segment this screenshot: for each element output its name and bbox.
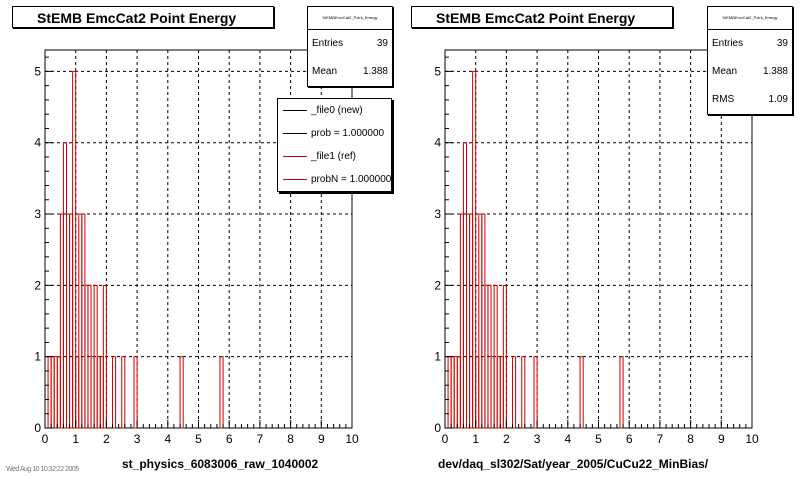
right-rms-value: 1.09 [768, 94, 788, 105]
right-x-tick-label-3: 3 [534, 432, 541, 446]
left-y-tick-label-1: 1 [34, 350, 41, 364]
right-bar-0-18 [502, 284, 507, 429]
left-x-tick-label-0: 0 [42, 432, 49, 446]
right-y-tick-label-1: 1 [434, 350, 441, 364]
right-x-tick-label-8: 8 [687, 432, 694, 446]
left-stats-mean-row: Mean 1.388 [308, 58, 392, 86]
legend-swatch-prob [283, 133, 307, 134]
left-legend: _file0 (new) prob = 1.000000 _file1 (ref… [277, 98, 392, 192]
right-stats-title: StEMBEmcCat2_Point_Energy [708, 7, 792, 30]
legend-label-probn: probN = 1.000000 [311, 174, 392, 185]
right-y-tick-label-0: 0 [434, 421, 441, 435]
left-bar-0-19 [112, 356, 117, 429]
left-bar-0-21 [133, 356, 138, 429]
legend-swatch-probn [283, 179, 307, 180]
left-x-tick-label-3: 3 [134, 432, 141, 446]
left-bar-0-22 [179, 356, 184, 429]
legend-swatch-file0 [283, 110, 307, 111]
left-stats-box: StEMBEmcCat2_Point_Energy Entries 39 Mea… [307, 6, 393, 87]
right-pad: 0 1 2 3 4 5 6 7 8 9 10 0 1 2 3 4 5 StEMB EmcCat2 Point E… [400, 0, 800, 480]
footer-timestamp: Wed Aug 10 10:32:22 2005 [6, 466, 79, 473]
right-bar-0-21 [533, 356, 538, 429]
legend-label-file1: _file1 (ref) [311, 151, 357, 162]
left-y-tick-label-3: 3 [34, 207, 41, 221]
left-bar-0-20 [121, 356, 126, 429]
left-x-axis-label: st_physics_6083006_raw_1040002 [122, 457, 319, 471]
right-x-axis-label: dev/daq_sl302/Sat/year_2005/CuCu22_MinBi… [438, 457, 709, 471]
right-x-tick-label-5: 5 [595, 432, 602, 446]
right-chart-title: StEMB EmcCat2 Point Energy [411, 6, 673, 28]
left-mean-value: 1.388 [362, 66, 388, 77]
left-x-tick-label-6: 6 [226, 432, 233, 446]
left-entries-label: Entries [312, 38, 344, 49]
right-mean-value: 1.388 [762, 66, 788, 77]
left-x-tick-label-2: 2 [103, 432, 110, 446]
legend-item-file0: _file0 (new) [278, 99, 391, 122]
right-x-tick-label-1: 1 [472, 432, 479, 446]
right-x-tick-label-10: 10 [745, 432, 759, 446]
right-bar-0-8 [472, 70, 477, 429]
left-bar-0-8 [72, 70, 77, 429]
right-y-tick-label-5: 5 [434, 64, 441, 78]
left-bar-0-18 [102, 284, 107, 429]
right-x-tick-label-0: 0 [442, 432, 449, 446]
right-rms-label: RMS [712, 94, 735, 105]
right-stats-mean-row: Mean 1.388 [708, 58, 792, 86]
left-x-tick-label-9: 9 [318, 432, 325, 446]
left-x-tick-label-10: 10 [345, 432, 359, 446]
legend-item-prob: prob = 1.000000 [278, 122, 391, 145]
right-x-tick-label-6: 6 [626, 432, 633, 446]
right-histogram-plot: 0 1 2 3 4 5 6 7 8 9 10 0 1 2 3 4 5 [434, 49, 759, 446]
right-bar-0-23 [619, 356, 624, 429]
left-chart-title: StEMB EmcCat2 Point Energy [12, 6, 274, 28]
left-x-tick-label-1: 1 [72, 432, 79, 446]
right-stats-entries-row: Entries 39 [708, 30, 792, 58]
left-y-tick-label-5: 5 [34, 64, 41, 78]
left-y-tick-label-4: 4 [34, 136, 41, 150]
legend-swatch-file1 [283, 156, 307, 157]
right-y-tick-label-3: 3 [434, 207, 441, 221]
right-y-tick-label-2: 2 [434, 278, 441, 292]
left-x-tick-label-5: 5 [195, 432, 202, 446]
right-entries-value: 39 [776, 38, 788, 49]
right-entries-label: Entries [712, 38, 744, 49]
right-mean-label: Mean [712, 66, 738, 77]
left-stats-entries-row: Entries 39 [308, 30, 392, 58]
left-y-tick-label-0: 0 [34, 421, 41, 435]
right-x-tick-label-2: 2 [503, 432, 510, 446]
right-bar-0-19 [512, 356, 517, 429]
right-y-tick-label-4: 4 [434, 136, 441, 150]
legend-item-file1: _file1 (ref) [278, 145, 391, 168]
left-stats-title: StEMBEmcCat2_Point_Energy [308, 7, 392, 30]
left-mean-label: Mean [312, 66, 338, 77]
right-stats-box: StEMBEmcCat2_Point_Energy Entries 39 Mea… [707, 6, 793, 115]
legend-item-probn: probN = 1.000000 [278, 168, 391, 191]
right-x-tick-label-4: 4 [564, 432, 571, 446]
left-bar-0-23 [219, 356, 224, 429]
right-bar-0-22 [579, 356, 584, 429]
left-entries-value: 39 [376, 38, 388, 49]
right-x-tick-label-7: 7 [657, 432, 664, 446]
left-x-tick-label-7: 7 [257, 432, 264, 446]
left-y-tick-label-2: 2 [34, 278, 41, 292]
right-bar-0-20 [521, 356, 526, 429]
left-x-tick-label-8: 8 [287, 432, 294, 446]
right-x-tick-label-9: 9 [718, 432, 725, 446]
left-pad: 0 1 2 3 4 5 6 7 8 9 10 0 1 2 3 4 5 StEMB EmcCat2 Point E… [6, 6, 393, 473]
left-x-tick-label-4: 4 [164, 432, 171, 446]
legend-label-prob: prob = 1.000000 [311, 128, 385, 139]
legend-label-file0: _file0 (new) [311, 105, 363, 116]
right-stats-rms-row: RMS 1.09 [708, 86, 792, 114]
